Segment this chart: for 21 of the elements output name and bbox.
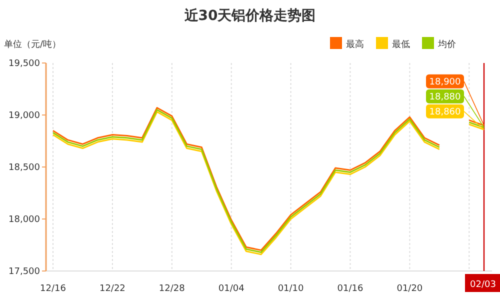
x-tick-label: 12/28	[158, 284, 186, 294]
data-label: 18,900	[429, 77, 462, 88]
x-tick-label: 02/03	[470, 280, 496, 290]
x-tick-label: 01/16	[337, 284, 364, 294]
y-tick-label: 18,500	[8, 163, 40, 173]
y-axis-title: 单位（元/吨）	[4, 39, 62, 50]
y-tick-label: 17,500	[8, 267, 40, 277]
x-tick-label: 12/16	[40, 284, 66, 294]
y-tick-label: 19,000	[8, 111, 40, 121]
legend-label: 最低	[392, 39, 410, 50]
chart-title: 近30天铝价格走势图	[183, 7, 316, 24]
legend-label: 最高	[346, 39, 364, 50]
x-tick-label: 01/10	[278, 284, 304, 294]
data-label: 18,880	[429, 92, 462, 102]
y-tick-label: 18,000	[8, 215, 40, 225]
x-tick-label: 12/22	[99, 284, 126, 294]
legend-label: 均价	[437, 39, 456, 50]
x-tick-label: 01/20	[396, 284, 423, 294]
y-tick-label: 19,500	[8, 59, 40, 69]
x-tick-label: 01/04	[218, 284, 245, 294]
data-label: 18,860	[429, 107, 462, 118]
